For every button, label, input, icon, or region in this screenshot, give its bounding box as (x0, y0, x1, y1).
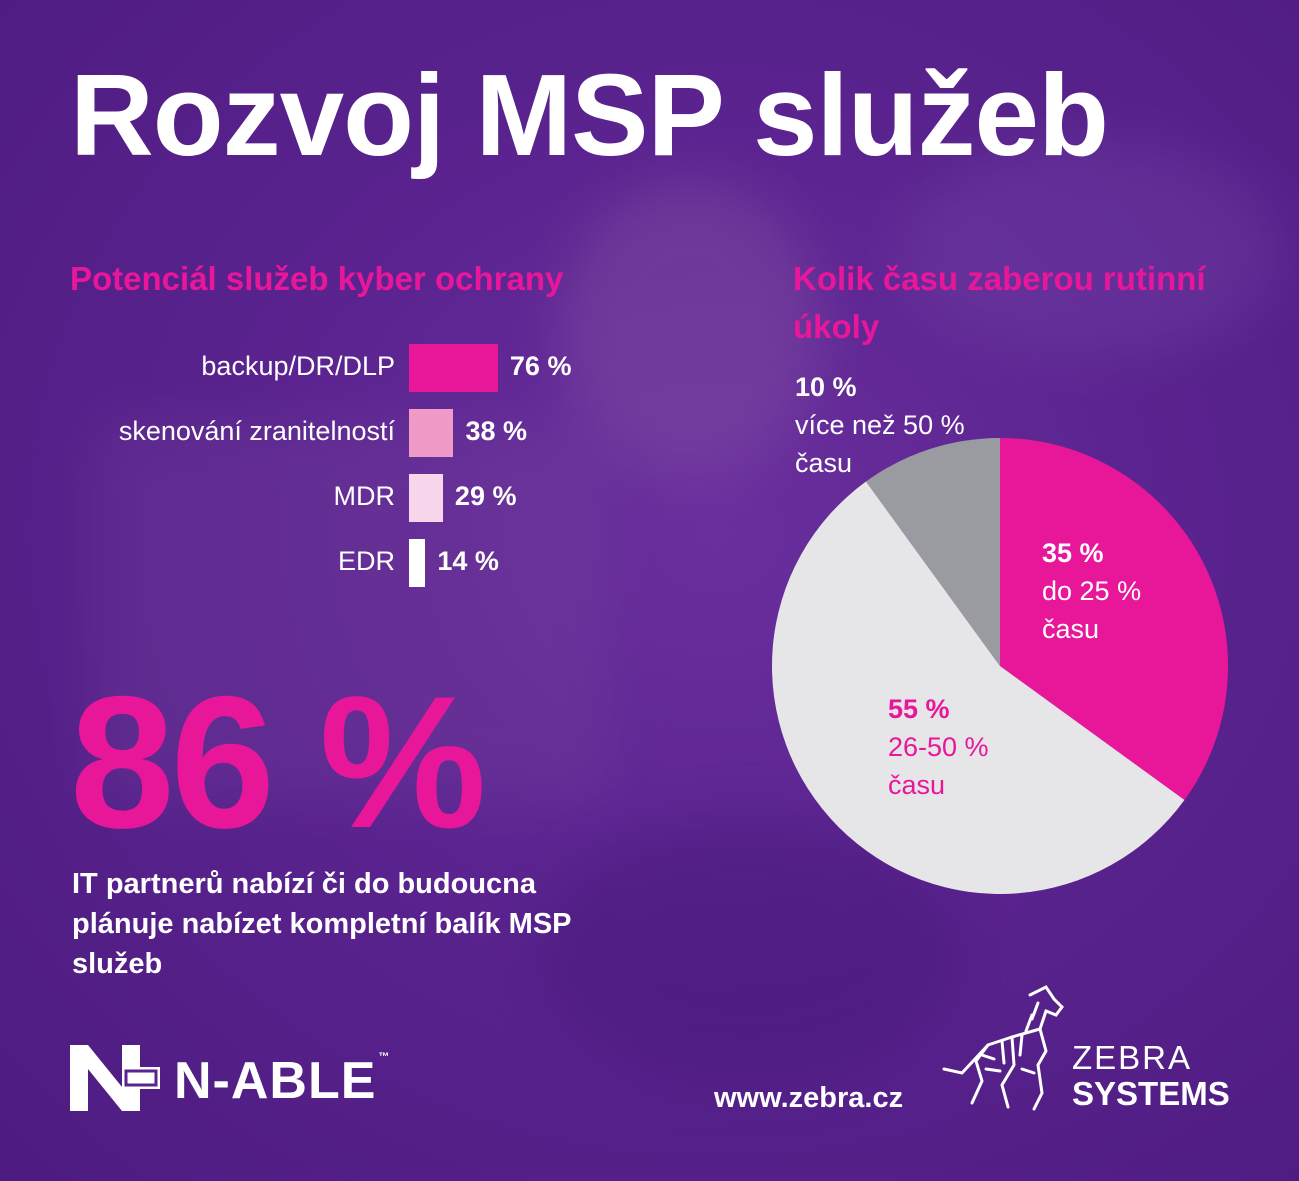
pie-label-pink: 35 % do 25 % času (1042, 534, 1141, 648)
background-photo (560, 180, 820, 480)
bar-category-label: backup/DR/DLP (201, 351, 395, 381)
zebra-logo-icon (942, 985, 1064, 1111)
bar-category-label: MDR (333, 481, 396, 511)
n-able-logo-text: N-ABLE (174, 1052, 377, 1110)
zebra-logo-line2: SYSTEMS (1072, 1075, 1230, 1112)
bar (409, 344, 498, 392)
bar-chart: backup/DR/DLP 76 % skenování zranitelností… (0, 344, 700, 594)
bar-category-label: skenování zranitelností (118, 416, 395, 446)
pie-label-text2: času (1042, 614, 1100, 644)
trademark-symbol: ™ (378, 1051, 391, 1063)
bar-value-label: 38 % (465, 416, 527, 446)
zebra-logo-line1: ZEBRA (1072, 1039, 1193, 1076)
pie-label-pct: 35 % (1042, 538, 1104, 568)
bar-value-label: 76 % (509, 351, 572, 381)
website-link[interactable]: www.zebra.cz (714, 1082, 904, 1114)
background-photo (90, 420, 610, 800)
pie-label-text2: času (795, 448, 853, 478)
bar-row: skenování zranitelností 38 % (0, 409, 700, 457)
bar-row: backup/DR/DLP 76 % (0, 344, 700, 392)
bar (409, 409, 454, 457)
pie-chart-title: Kolik času zaberou rutinní úkoly (793, 260, 1206, 345)
big-stat-value: 86 % (70, 657, 487, 867)
pie-label-light: 55 % 26-50 % času (888, 690, 989, 804)
page-title: Rozvoj MSP služeb (70, 50, 1109, 180)
pie-label-grey: 10 % více než 50 % času (795, 368, 965, 482)
n-able-logo: N-ABLE ™ (70, 1045, 450, 1115)
pie-label-pct: 55 % (888, 694, 950, 724)
bar-category-label: EDR (337, 546, 395, 576)
pie-label-pct: 10 % (795, 372, 857, 402)
background-photo (900, 140, 1280, 360)
pie-label-text: do 25 % (1042, 576, 1142, 606)
pie-label-text2: času (888, 770, 946, 800)
bar-value-label: 14 % (437, 546, 499, 576)
pie-label-text: 26-50 % (888, 732, 989, 762)
background-photo (540, 820, 960, 1080)
stat-description: IT partnerů nabízí či do budoucna plánuj… (72, 868, 572, 980)
bar (409, 474, 443, 522)
zebra-systems-logo-text: ZEBRA SYSTEMS (1072, 1040, 1230, 1112)
bar-chart-title: Potenciál služeb kyber ochrany (70, 260, 564, 297)
bar (409, 539, 426, 587)
pie-label-text: více než 50 % (795, 410, 965, 440)
n-able-logo-icon (70, 1045, 160, 1111)
bar-row: EDR 14 % (0, 539, 700, 587)
bar-row: MDR 29 % (0, 474, 700, 522)
bar-value-label: 29 % (454, 481, 517, 511)
